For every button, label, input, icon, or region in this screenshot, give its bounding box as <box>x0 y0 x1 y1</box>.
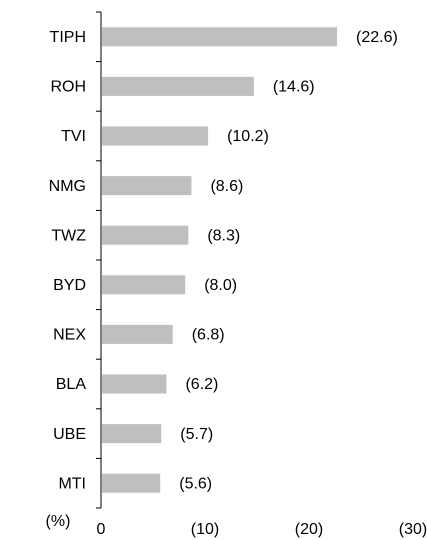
x-tick-label: (10) <box>191 521 219 538</box>
value-label: (22.6) <box>356 29 398 46</box>
x-tick-label: (30) <box>399 521 427 538</box>
bar <box>102 27 338 47</box>
bar <box>102 424 162 444</box>
y-tick-label: ROH <box>50 79 86 96</box>
y-tick-label: UBE <box>53 426 86 443</box>
bar <box>102 126 209 146</box>
value-label: (8.0) <box>204 277 237 294</box>
bar <box>102 76 254 96</box>
bar <box>102 374 167 394</box>
y-tick-label: BLA <box>56 376 87 393</box>
y-tick-label: NMG <box>49 178 86 195</box>
x-tick-label: (20) <box>295 521 323 538</box>
value-label: (5.6) <box>179 475 212 492</box>
y-tick-label: TVI <box>61 128 86 145</box>
bar <box>102 275 186 295</box>
value-label: (8.3) <box>207 227 240 244</box>
y-tick-label: TIPH <box>50 29 86 46</box>
bar <box>102 324 173 344</box>
y-tick-label: BYD <box>53 277 86 294</box>
x-tick-label: 0 <box>97 521 106 538</box>
x-axis-label: (%) <box>46 513 71 530</box>
y-tick-label: NEX <box>53 327 86 344</box>
value-label: (10.2) <box>227 128 269 145</box>
value-label: (6.8) <box>192 327 225 344</box>
y-tick-label: MTI <box>58 475 86 492</box>
bar <box>102 176 192 196</box>
value-label: (8.6) <box>210 178 243 195</box>
value-label: (5.7) <box>180 426 213 443</box>
value-label: (14.6) <box>273 79 315 96</box>
bar <box>102 473 161 493</box>
value-label: (6.2) <box>185 376 218 393</box>
bar <box>102 225 189 245</box>
y-tick-label: TWZ <box>51 227 86 244</box>
